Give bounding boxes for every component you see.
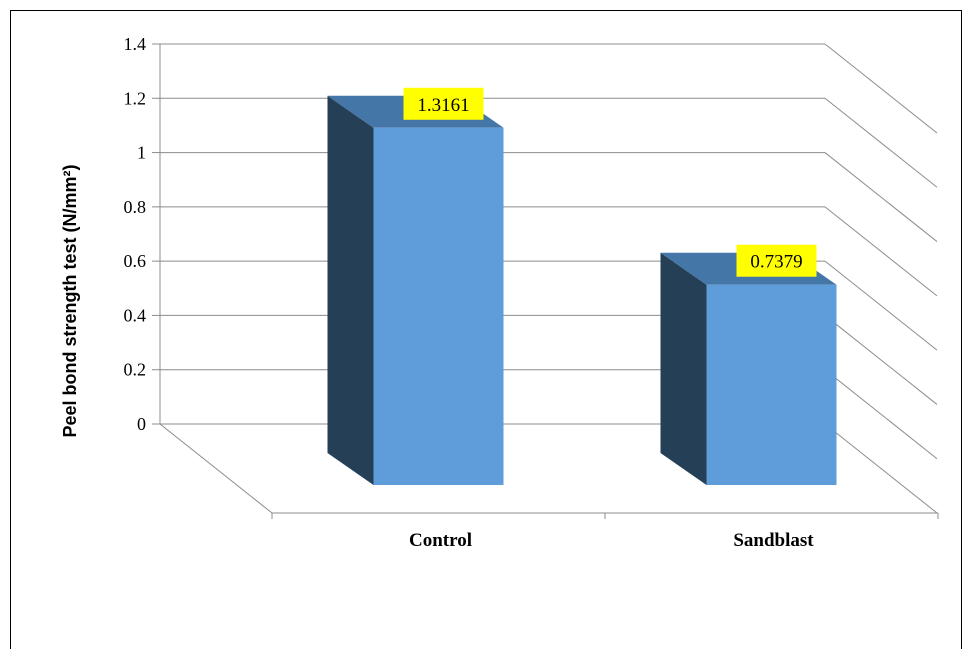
data-label: 0.7379 bbox=[750, 252, 802, 273]
data-label: 1.3161 bbox=[417, 95, 469, 116]
chart-walls bbox=[159, 44, 939, 519]
y-axis-tick-labels: 0 0.2 0.4 0.6 0.8 1 1.2 1.4 bbox=[124, 34, 147, 434]
y-tick-label: 0.6 bbox=[124, 251, 147, 271]
bar-front-face bbox=[373, 127, 504, 485]
bar-front-face bbox=[706, 284, 837, 485]
y-tick-label: 1.2 bbox=[124, 88, 147, 108]
chart-frame bbox=[10, 10, 962, 649]
bar-side-face bbox=[327, 95, 374, 485]
y-tick-label: 0 bbox=[137, 414, 146, 434]
y-tick-label: 0.4 bbox=[124, 305, 147, 325]
gridline-side bbox=[824, 315, 938, 405]
y-tick-label: 1.4 bbox=[124, 34, 147, 54]
y-tick-label: 1 bbox=[137, 143, 146, 163]
bar: 1.3161 bbox=[327, 87, 504, 485]
x-category-label: Sandblast bbox=[733, 530, 814, 551]
gridline-side bbox=[824, 423, 938, 514]
floor-left-edge bbox=[159, 423, 273, 514]
bars: 1.3161 0.7379 bbox=[327, 87, 837, 485]
x-category-label: Control bbox=[409, 530, 472, 551]
bar-side-face bbox=[660, 252, 707, 485]
x-axis-category-labels: Control Sandblast bbox=[409, 530, 814, 551]
y-axis-label: Peel bond strength test (N/mm²) bbox=[60, 164, 80, 437]
gridline-side bbox=[824, 152, 938, 242]
data-label-box bbox=[403, 87, 484, 120]
gridline-side bbox=[824, 260, 938, 351]
y-tick-label: 0.8 bbox=[124, 197, 147, 217]
gridline-side bbox=[824, 97, 938, 188]
gridline-side bbox=[824, 369, 938, 460]
data-label-box bbox=[736, 244, 817, 277]
bar: 0.7379 bbox=[660, 244, 837, 485]
y-tick-label: 0.2 bbox=[124, 360, 147, 380]
gridline-side bbox=[824, 206, 938, 297]
gridline-side bbox=[824, 43, 938, 134]
